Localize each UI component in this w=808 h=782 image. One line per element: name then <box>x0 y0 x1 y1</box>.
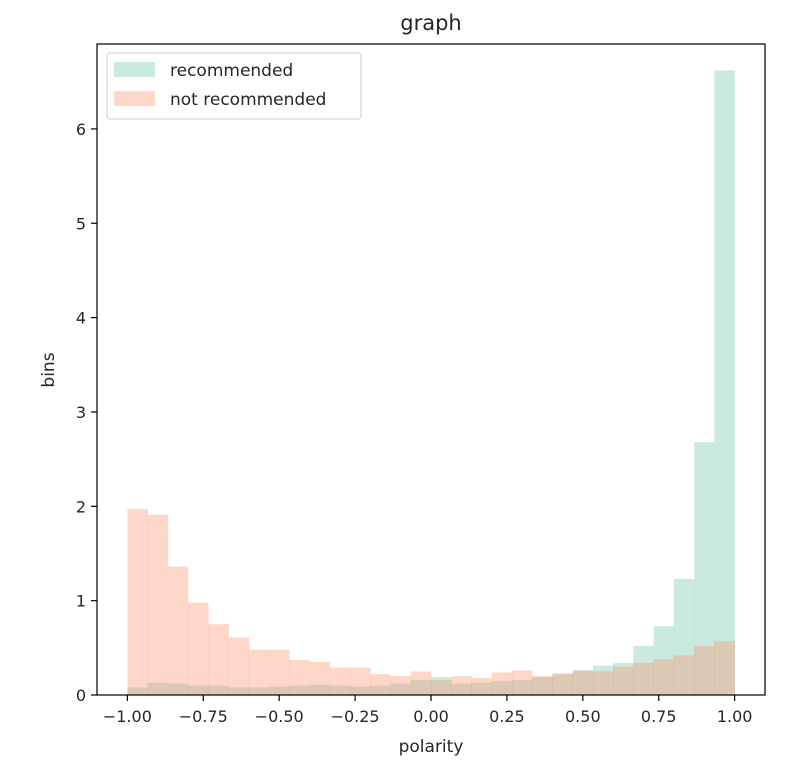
bar-not-recommended-9 <box>309 661 331 695</box>
bar-recommended-26 <box>653 626 675 695</box>
bar-recommended-1 <box>147 682 169 695</box>
x-tick-label: 0.25 <box>489 707 525 726</box>
y-tick-label: 0 <box>76 686 86 705</box>
bar-recommended-20 <box>532 677 553 695</box>
bar-not-recommended-16 <box>451 676 472 695</box>
bar-recommended-8 <box>289 685 310 695</box>
bar-recommended-9 <box>309 684 331 695</box>
y-axis-label: bins <box>39 352 59 387</box>
bar-recommended-15 <box>431 677 452 695</box>
bar-not-recommended-13 <box>390 676 412 695</box>
bar-not-recommended-10 <box>329 667 351 695</box>
bar-recommended-17 <box>471 682 493 695</box>
bar-not-recommended-15 <box>431 679 452 695</box>
bar-recommended-25 <box>633 645 654 695</box>
bar-not-recommended-3 <box>188 602 209 695</box>
bar-recommended-7 <box>269 686 290 695</box>
bar-recommended-10 <box>329 685 351 695</box>
bar-recommended-0 <box>127 687 148 695</box>
bar-not-recommended-11 <box>350 667 371 695</box>
bar-recommended-4 <box>208 685 229 695</box>
bar-not-recommended-7 <box>269 649 290 695</box>
y-axis-ticks: 0 1 2 3 4 5 6 <box>76 120 97 705</box>
legend-label-not-recommended: not recommended <box>170 90 326 110</box>
bar-not-recommended-6 <box>248 649 270 695</box>
bar-not-recommended-23 <box>592 671 614 695</box>
chart-title: graph <box>400 11 461 35</box>
x-tick-label: −0.25 <box>331 707 380 726</box>
legend-box <box>106 52 362 120</box>
y-tick-label: 4 <box>76 309 86 328</box>
bar-recommended-23 <box>592 665 614 695</box>
bar-not-recommended-12 <box>370 674 391 695</box>
bar-not-recommended-19 <box>511 670 533 695</box>
y-tick-label: 2 <box>76 497 86 516</box>
bar-recommended-13 <box>390 683 412 695</box>
bar-not-recommended-29 <box>714 641 735 695</box>
bar-recommended-27 <box>673 578 695 695</box>
legend: recommended not recommended <box>106 52 362 120</box>
bar-not-recommended-26 <box>653 659 675 695</box>
bar-not-recommended-22 <box>572 670 594 695</box>
bar-not-recommended-27 <box>673 655 695 695</box>
x-tick-label: 0.50 <box>565 707 601 726</box>
x-tick-label: −0.75 <box>179 707 228 726</box>
legend-swatch-not-recommended <box>114 91 155 106</box>
bar-recommended-2 <box>167 683 189 695</box>
y-tick-label: 3 <box>76 403 86 422</box>
bar-not-recommended-8 <box>289 660 310 695</box>
y-tick-label: 1 <box>76 592 86 611</box>
x-axis-ticks: −1.00 −0.75 −0.50 −0.25 0.00 0.25 0.50 0.75 1.00 <box>103 695 753 726</box>
bar-recommended-12 <box>370 685 391 695</box>
x-tick-label: 1.00 <box>717 707 753 726</box>
bar-recommended-19 <box>511 679 533 695</box>
legend-swatch-recommended <box>114 62 155 77</box>
bar-not-recommended-21 <box>552 673 574 695</box>
bar-not-recommended-20 <box>532 676 553 695</box>
bar-recommended-6 <box>248 687 270 695</box>
bar-not-recommended-24 <box>613 666 634 695</box>
bar-not-recommended-14 <box>410 671 432 695</box>
bar-not-recommended-2 <box>167 566 189 695</box>
bar-recommended-29 <box>714 70 735 696</box>
bar-not-recommended-25 <box>633 662 654 695</box>
bar-recommended-22 <box>572 670 594 695</box>
plot-frame <box>96 43 766 696</box>
bar-not-recommended-0 <box>127 509 148 695</box>
bar-not-recommended-28 <box>694 645 715 695</box>
y-tick-label: 5 <box>76 214 86 233</box>
x-tick-label: −1.00 <box>103 707 152 726</box>
x-tick-label: 0.75 <box>641 707 677 726</box>
x-axis-label: polarity <box>399 737 464 757</box>
bar-not-recommended-4 <box>208 624 229 695</box>
bar-recommended-28 <box>694 442 715 695</box>
bars-layer <box>127 70 735 696</box>
bar-recommended-5 <box>228 687 250 695</box>
bar-recommended-16 <box>451 683 472 695</box>
bar-recommended-3 <box>188 685 209 695</box>
y-tick-label: 6 <box>76 120 86 139</box>
bar-recommended-21 <box>552 674 574 695</box>
bar-not-recommended-17 <box>471 678 493 695</box>
bar-recommended-11 <box>350 686 371 695</box>
bar-not-recommended-5 <box>228 637 250 695</box>
bar-not-recommended-18 <box>491 672 513 695</box>
bar-recommended-24 <box>613 662 634 695</box>
x-tick-label: −0.50 <box>255 707 304 726</box>
x-tick-label: 0.00 <box>413 707 449 726</box>
bar-not-recommended-1 <box>147 514 169 695</box>
bar-recommended-18 <box>491 680 513 695</box>
bar-recommended-14 <box>410 679 432 695</box>
legend-label-recommended: recommended <box>170 61 293 81</box>
